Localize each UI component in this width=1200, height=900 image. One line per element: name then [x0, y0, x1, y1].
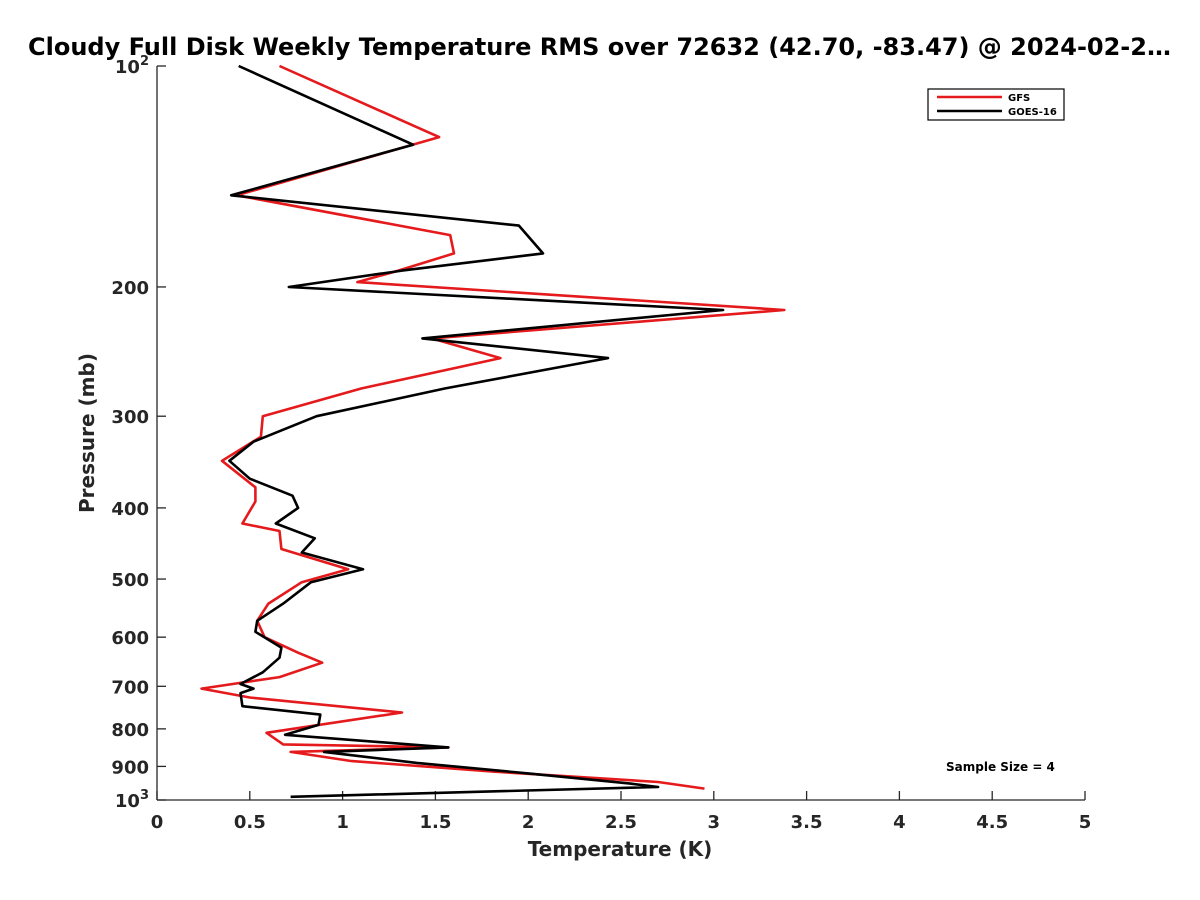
y-axis-label: Pressure (mb): [75, 353, 99, 513]
legend: GFS GOES-16: [927, 88, 1065, 121]
series-line-gfs: [200, 64, 786, 790]
y-tick-label: 600: [111, 628, 149, 649]
x-tick-label: 5: [1079, 812, 1092, 833]
x-tick-label: 1.5: [419, 812, 451, 833]
x-tick-label: 2: [522, 812, 535, 833]
sample-size-annotation: Sample Size = 4: [946, 760, 1055, 774]
legend-box: [927, 88, 1065, 121]
axes: 0 0.5 1 1.5 2 2.5 3 3.5 4 4.5 5 102 200 300 400 500 600 7…: [111, 54, 1091, 833]
y-tick-label: 900: [111, 757, 149, 778]
chart-title: Cloudy Full Disk Weekly Temperature RMS …: [28, 33, 1171, 61]
x-tick-label: 2.5: [605, 812, 637, 833]
y-tick-label: 102: [115, 54, 149, 78]
x-tick-label: 4: [893, 812, 906, 833]
x-axis-label: Temperature (K): [528, 837, 713, 861]
y-tick-label: 500: [111, 570, 149, 591]
legend-label-gfs: GFS: [1008, 93, 1030, 104]
series-line-goes16: [228, 64, 725, 799]
y-tick-label: 700: [111, 677, 149, 698]
y-tick-label: 300: [111, 407, 149, 428]
y-tick-label: 800: [111, 720, 149, 741]
x-tick-label: 0: [151, 812, 164, 833]
y-tick-label: 103: [115, 788, 149, 812]
x-tick-label: 3.5: [791, 812, 823, 833]
legend-label-goes16: GOES-16: [1008, 107, 1057, 118]
series-lines: [200, 64, 786, 799]
y-tick-label: 400: [111, 499, 149, 520]
x-tick-label: 1: [336, 812, 349, 833]
x-tick-label: 0.5: [234, 812, 266, 833]
x-tick-label: 3: [708, 812, 721, 833]
x-tick-label: 4.5: [976, 812, 1008, 833]
y-tick-label: 200: [111, 278, 149, 299]
